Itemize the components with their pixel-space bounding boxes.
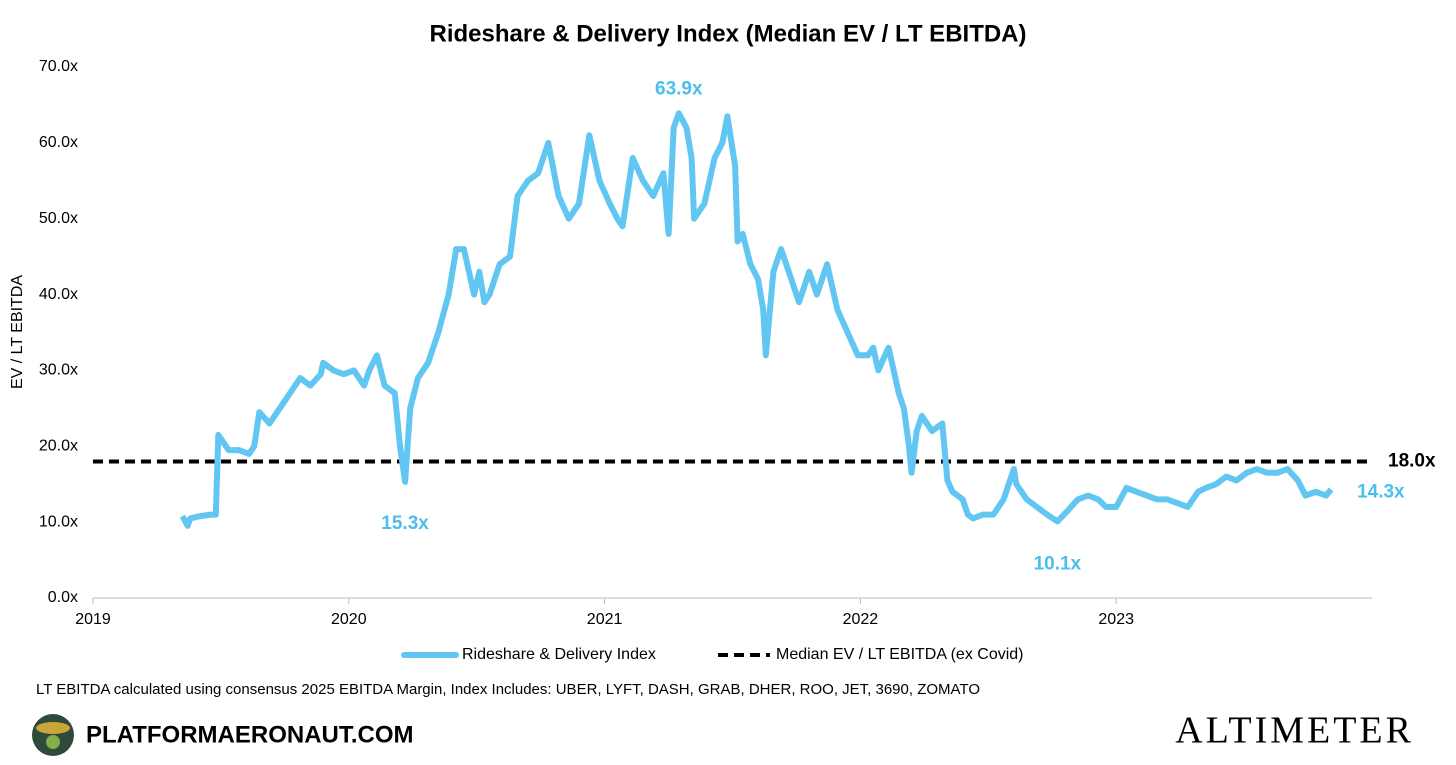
- brand: ALTIMETER: [1175, 710, 1414, 752]
- annotation: 63.9x: [655, 78, 703, 99]
- annotation: 10.1x: [1034, 553, 1082, 574]
- y-tick-label: 50.0x: [39, 210, 78, 227]
- x-tick-label: 2023: [1098, 611, 1134, 628]
- x-tick-label: 2022: [843, 611, 879, 628]
- y-tick-label: 70.0x: [39, 58, 78, 75]
- legend-label: Median EV / LT EBITDA (ex Covid): [776, 646, 1024, 663]
- legend-label: Rideshare & Delivery Index: [462, 646, 656, 663]
- annotation: 14.3x: [1357, 482, 1405, 503]
- x-tick-label: 2021: [587, 611, 623, 628]
- y-tick-label: 0.0x: [48, 589, 78, 606]
- y-tick-label: 10.0x: [39, 513, 78, 530]
- footnote: LT EBITDA calculated using consensus 202…: [36, 681, 980, 698]
- logo-icon-detail: [46, 735, 60, 749]
- median-label: 18.0x: [1388, 450, 1436, 471]
- logo-icon-detail: [36, 722, 70, 734]
- y-tick-label: 40.0x: [39, 286, 78, 303]
- index-line: [179, 110, 1334, 529]
- annotation: 15.3x: [381, 513, 429, 534]
- x-tick-label: 2019: [75, 611, 111, 628]
- y-tick-label: 60.0x: [39, 134, 78, 151]
- source-text: PLATFORMAERONAUT.COM: [86, 721, 414, 748]
- chart-title: Rideshare & Delivery Index (Median EV / …: [429, 20, 1026, 47]
- source-logo: [32, 714, 74, 756]
- x-tick-label: 2020: [331, 611, 367, 628]
- y-tick-label: 30.0x: [39, 362, 78, 379]
- y-tick-label: 20.0x: [39, 438, 78, 455]
- y-axis-label: EV / LT EBITDA: [9, 275, 26, 389]
